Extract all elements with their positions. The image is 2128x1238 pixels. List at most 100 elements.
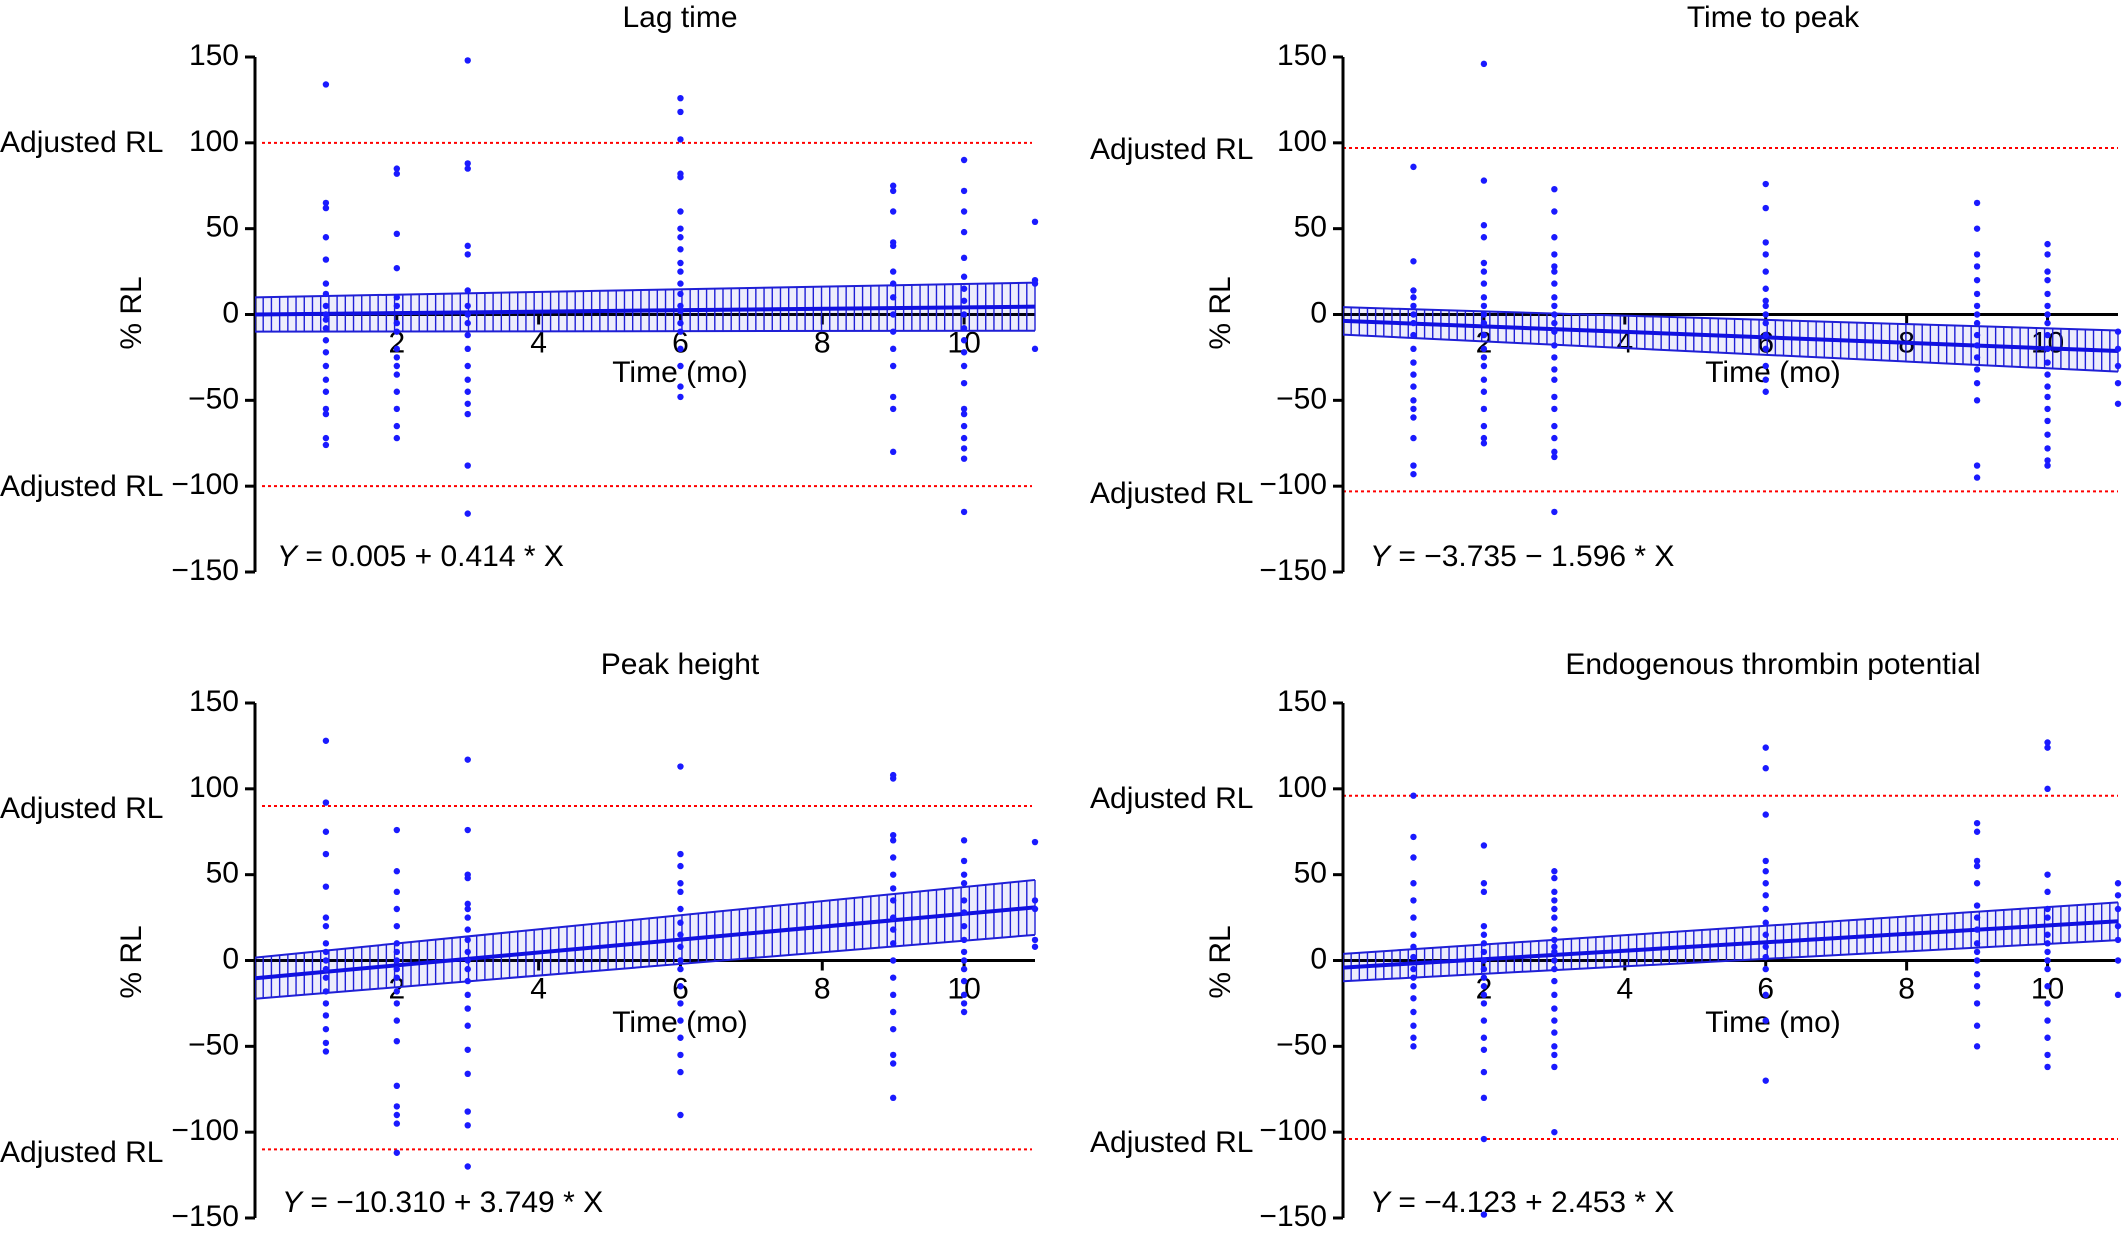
data-point	[1410, 1022, 1417, 1029]
upper-rl-label: Adjusted RL	[1090, 782, 1253, 815]
data-points	[1410, 739, 2122, 1218]
data-point	[1410, 470, 1417, 478]
data-point	[1762, 880, 1769, 887]
data-point	[2114, 957, 2122, 964]
data-point	[1973, 948, 1981, 956]
data-point	[1480, 922, 1488, 930]
data-point	[1551, 1063, 1558, 1071]
data-point	[322, 828, 330, 835]
data-point	[2044, 331, 2051, 339]
y-axis: 150 100 50 0 −50 −100 −150	[1259, 39, 1345, 587]
data-point	[393, 1017, 401, 1024]
data-point	[393, 328, 401, 335]
confidence-band	[1343, 306, 2119, 373]
data-point	[464, 462, 471, 469]
data-points	[1410, 60, 2122, 516]
data-point	[889, 294, 897, 301]
data-point	[1973, 940, 1981, 947]
lower-confidence-line	[1343, 333, 2119, 373]
data-point	[960, 410, 968, 418]
data-point	[464, 302, 471, 310]
data-point	[1762, 919, 1769, 926]
data-point	[2044, 383, 2051, 390]
data-point	[1762, 744, 1769, 751]
data-point	[393, 957, 401, 964]
data-point	[322, 199, 330, 207]
data-point	[677, 905, 684, 913]
data-point	[677, 246, 684, 253]
data-point	[2044, 251, 2051, 258]
data-point	[1762, 180, 1769, 188]
data-point	[1973, 926, 1981, 933]
data-point	[464, 1122, 471, 1129]
data-point	[677, 173, 684, 181]
lower-rl-label: Adjusted RL	[0, 1136, 163, 1169]
data-point	[1480, 957, 1488, 964]
data-point	[960, 991, 968, 999]
data-point	[1410, 897, 1417, 904]
data-point	[322, 362, 330, 370]
confidence-band-fill	[1343, 902, 2118, 982]
upper-confidence-line	[255, 878, 1036, 959]
data-point	[322, 1025, 330, 1033]
data-point	[464, 160, 471, 167]
data-point	[960, 325, 968, 332]
data-point	[2044, 1051, 2051, 1059]
data-point	[2044, 940, 2051, 947]
data-point	[393, 354, 401, 361]
data-point	[677, 225, 684, 232]
regression-equation: Y = −3.735 − 1.596 * X	[1370, 540, 1674, 573]
data-point	[1410, 1034, 1417, 1041]
y-tick-label: 50	[1294, 211, 1327, 244]
data-point	[1410, 359, 1417, 366]
data-point	[1031, 905, 1039, 913]
data-point	[322, 737, 330, 744]
data-point	[1973, 914, 1981, 921]
y-tick-label: −50	[188, 382, 239, 415]
data-point	[677, 943, 684, 950]
panel-lag-time: Lag time % RL Time (mo) Adjusted RL Adju…	[0, 1, 1039, 587]
data-point	[1480, 1046, 1488, 1053]
data-point	[1551, 948, 1558, 956]
data-point	[1551, 328, 1558, 335]
data-point	[322, 922, 330, 930]
data-point	[889, 854, 897, 861]
data-point	[393, 302, 401, 310]
data-point	[1551, 405, 1558, 413]
data-point	[1410, 287, 1417, 294]
data-point	[464, 965, 471, 973]
data-point	[2044, 1017, 2051, 1024]
data-point	[889, 1008, 897, 1016]
data-point	[393, 826, 401, 834]
data-point	[2044, 417, 2051, 425]
data-point	[889, 871, 897, 878]
data-point	[677, 208, 684, 215]
data-point	[1031, 897, 1039, 904]
data-point	[1551, 1029, 1558, 1036]
y-tick-label: 50	[206, 857, 239, 890]
data-point	[393, 988, 401, 995]
data-point	[322, 974, 330, 981]
data-point	[1480, 991, 1488, 999]
data-point	[960, 311, 968, 318]
data-point	[1480, 331, 1488, 339]
data-point	[464, 376, 471, 383]
data-point	[1973, 1043, 1981, 1050]
data-point	[322, 850, 330, 858]
data-point	[322, 1048, 330, 1055]
data-point	[2044, 983, 2051, 990]
data-point	[889, 885, 897, 892]
y-tick-label: −100	[171, 1114, 239, 1147]
data-point	[889, 393, 897, 401]
data-point	[677, 383, 684, 390]
data-point	[464, 311, 471, 318]
data-point	[1031, 280, 1039, 287]
data-point	[393, 319, 401, 327]
data-point	[1551, 508, 1558, 516]
data-point	[1973, 276, 1981, 284]
panel-peak-height: Peak height % RL Time (mo) Adjusted RL A…	[0, 648, 1039, 1233]
data-point	[1551, 376, 1558, 383]
data-point	[322, 410, 330, 418]
data-point	[2114, 362, 2122, 370]
data-point	[322, 405, 330, 413]
